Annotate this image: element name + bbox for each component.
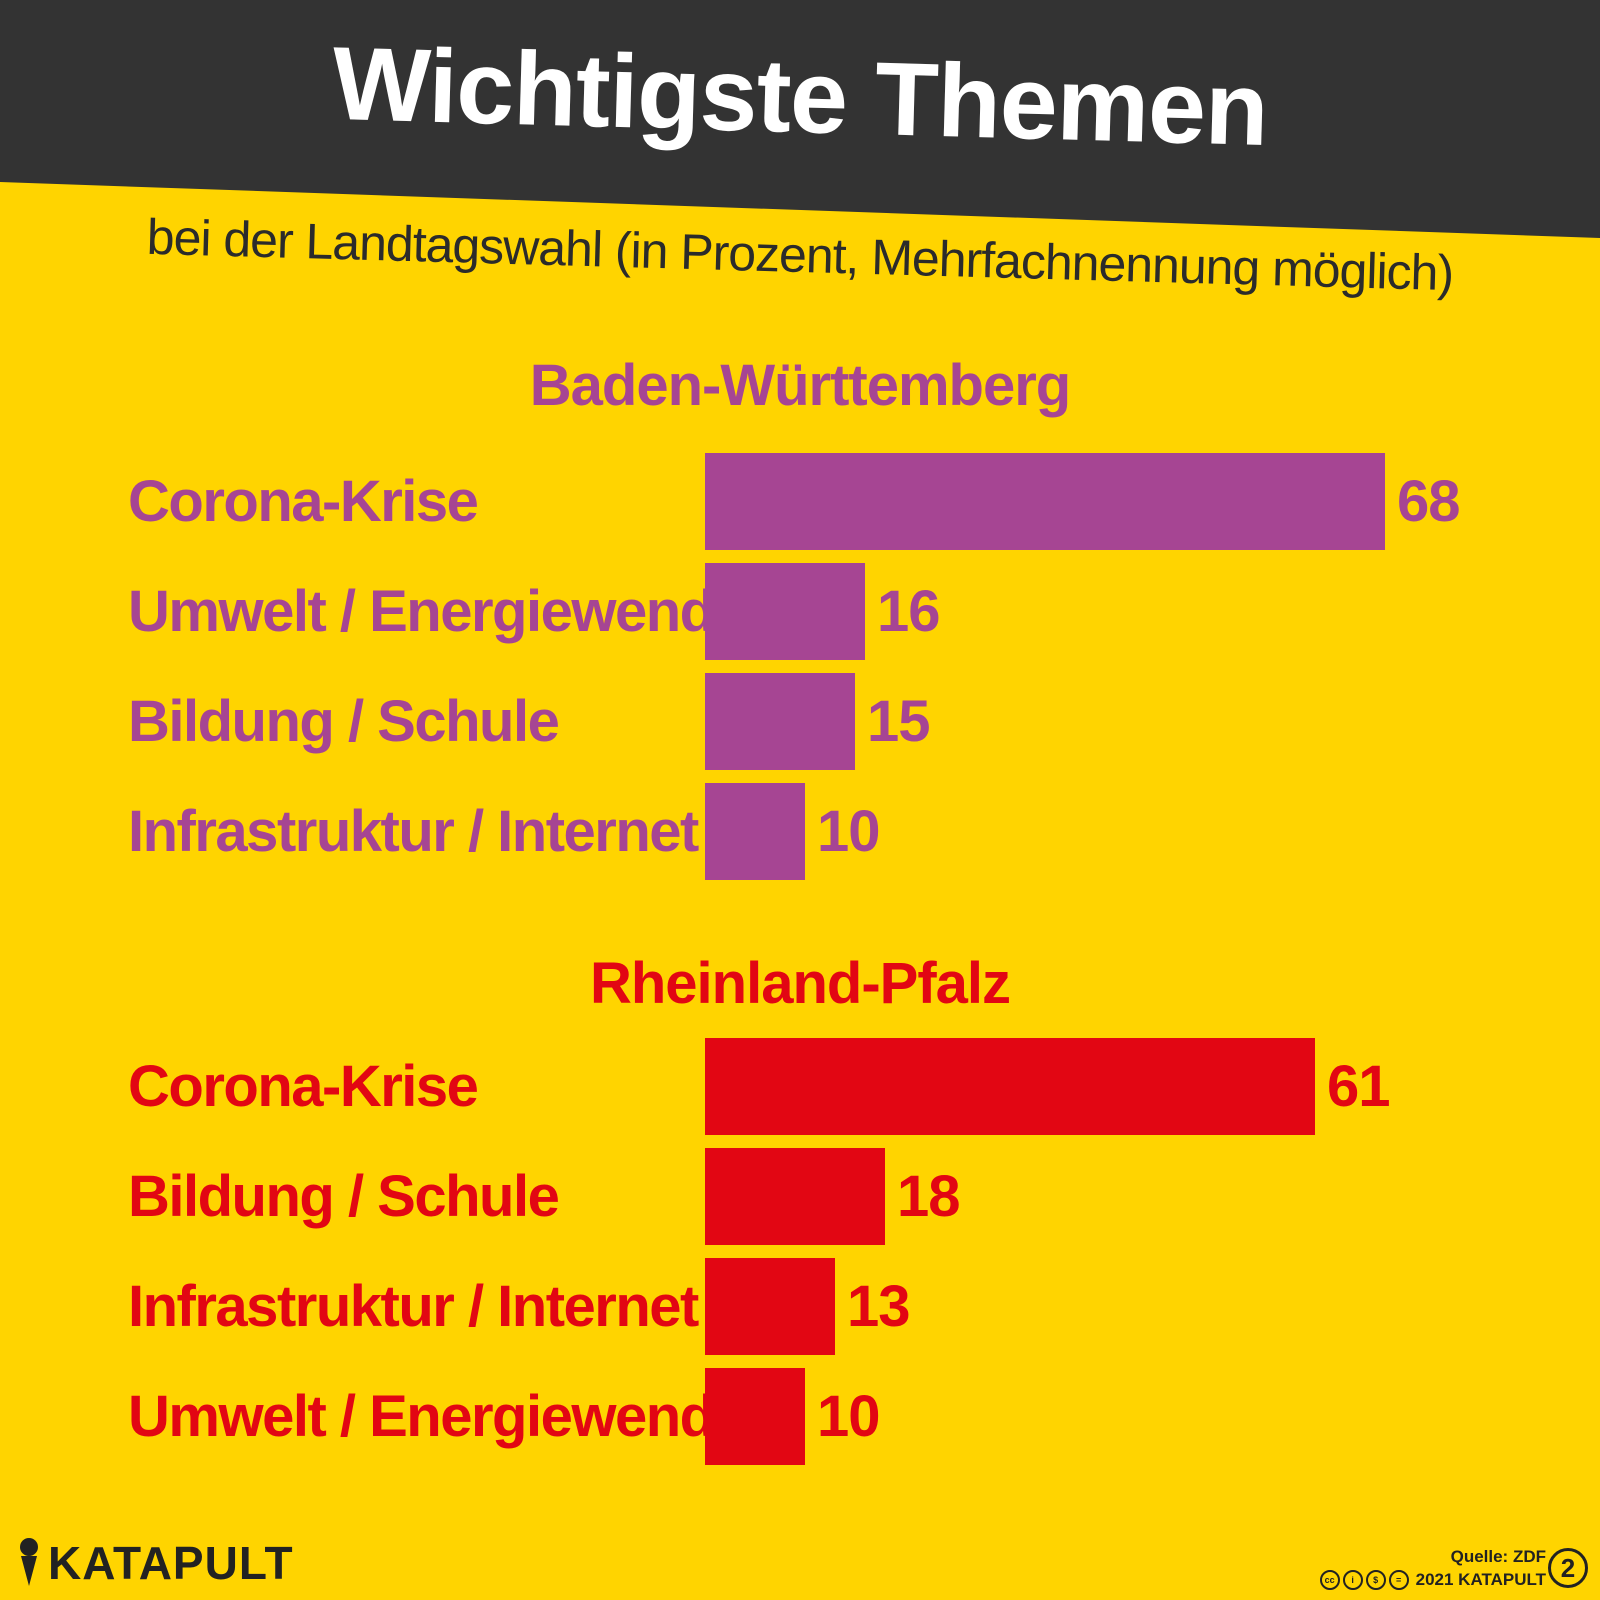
category-label: Corona-Krise — [128, 1054, 479, 1119]
value-label: 10 — [817, 1384, 881, 1449]
category-label: Bildung / Schule — [128, 1164, 560, 1229]
credit-text: 2021 KATAPULT — [1415, 1570, 1546, 1589]
value-label: 18 — [897, 1164, 961, 1229]
page-number-badge: 2 — [1548, 1548, 1588, 1588]
bar-row: Umwelt / Energiewende 16 — [0, 563, 1600, 660]
value-label: 15 — [867, 689, 931, 754]
bar-rheinland-pfalz — [705, 1148, 885, 1245]
value-label: 61 — [1327, 1054, 1391, 1119]
bar-row: Infrastruktur / Internet 13 — [0, 1258, 1600, 1355]
nc-icon: $ — [1365, 1570, 1386, 1590]
license-credit: cc i $ = 2021 KATAPULT — [1319, 1570, 1546, 1590]
bar-rheinland-pfalz — [705, 1258, 835, 1355]
bar-baden-wuerttemberg — [705, 783, 805, 880]
value-label: 16 — [877, 579, 941, 644]
bar-row: Bildung / Schule 18 — [0, 1148, 1600, 1245]
category-label: Bildung / Schule — [128, 689, 560, 754]
cc-icon: cc — [1319, 1570, 1340, 1590]
bar-row: Infrastruktur / Internet 10 — [0, 783, 1600, 880]
bar-row: Corona-Krise 61 — [0, 1038, 1600, 1135]
chart-title-baden-wuerttemberg: Baden-Württemberg — [529, 353, 1071, 418]
value-label: 13 — [847, 1274, 911, 1339]
bar-baden-wuerttemberg — [705, 563, 865, 660]
header-banner — [0, 0, 1600, 238]
bar-row: Bildung / Schule 15 — [0, 673, 1600, 770]
bar-baden-wuerttemberg — [705, 453, 1385, 550]
bar-baden-wuerttemberg — [705, 673, 855, 770]
category-label: Infrastruktur / Internet — [128, 799, 699, 864]
category-label: Umwelt / Energiewende — [128, 1384, 746, 1449]
nd-icon: = — [1388, 1570, 1409, 1590]
value-label: 10 — [817, 799, 881, 864]
chart-title-rheinland-pfalz: Rheinland-Pfalz — [589, 951, 1011, 1016]
source-note: Quelle: ZDF — [1450, 1547, 1546, 1566]
bar-rheinland-pfalz — [705, 1368, 805, 1465]
value-label: 68 — [1397, 469, 1461, 534]
brand-logo: KATAPULT — [18, 1535, 294, 1591]
bar-rheinland-pfalz — [705, 1038, 1315, 1135]
category-label: Corona-Krise — [128, 469, 479, 534]
by-icon: i — [1342, 1570, 1363, 1590]
bar-row: Umwelt / Energiewende 10 — [0, 1368, 1600, 1465]
bar-row: Corona-Krise 68 — [0, 453, 1600, 550]
brand-name: KATAPULT — [48, 1537, 294, 1589]
catapult-icon — [20, 1538, 38, 1586]
category-label: Infrastruktur / Internet — [128, 1274, 699, 1339]
category-label: Umwelt / Energiewende — [128, 579, 746, 644]
